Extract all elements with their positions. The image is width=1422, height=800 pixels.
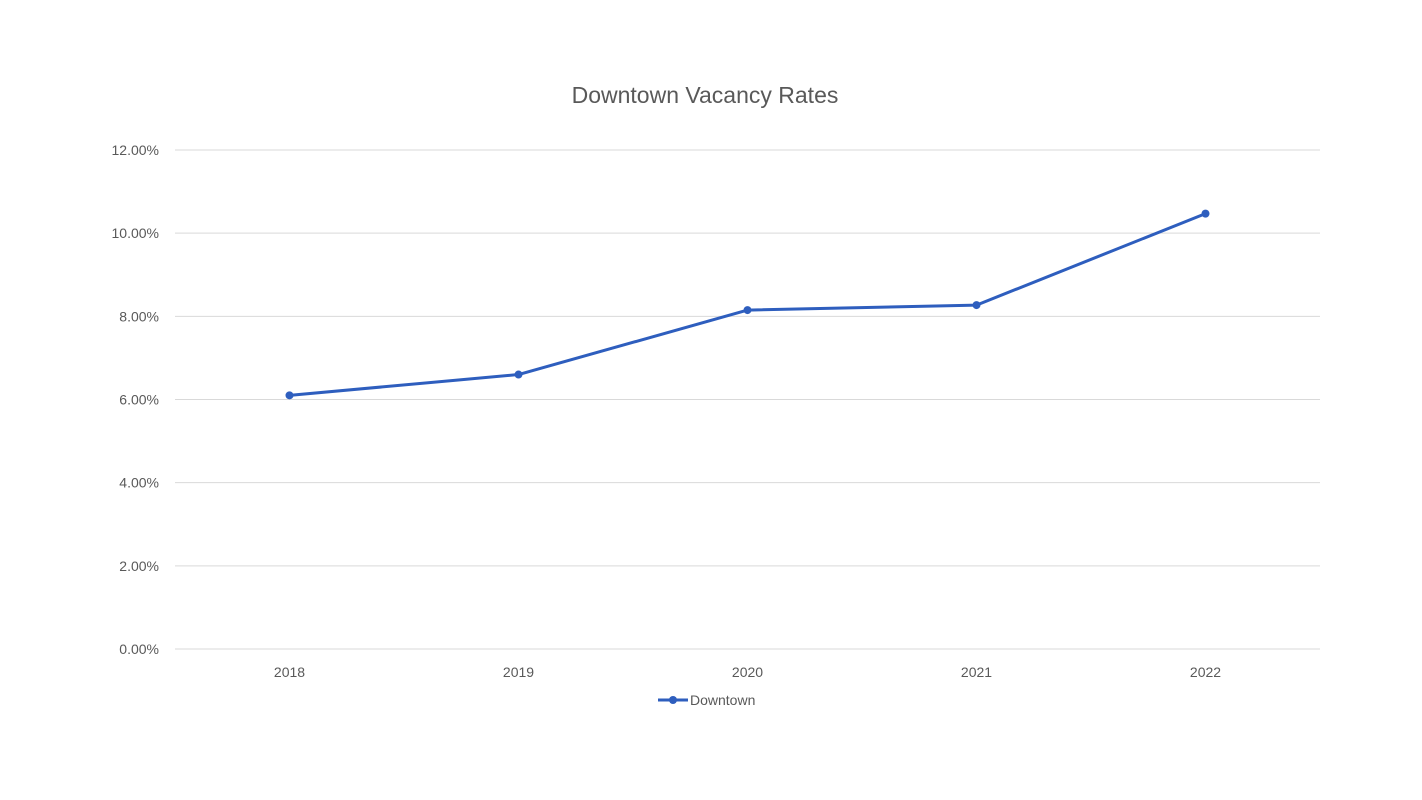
x-axis-ticks: 2018 2019 2020 2021 2022	[274, 664, 1221, 680]
series-line-downtown	[288, 212, 1207, 397]
y-tick-label: 10.00%	[112, 225, 159, 241]
x-tick-label: 2022	[1190, 664, 1221, 680]
y-axis-ticks: 0.00% 2.00% 4.00% 6.00% 8.00% 10.00% 12.00%	[112, 142, 159, 657]
data-point	[1201, 209, 1210, 218]
y-tick-label: 6.00%	[119, 392, 159, 408]
legend-label: Downtown	[690, 692, 755, 708]
data-point	[743, 306, 752, 315]
grid-lines	[175, 149, 1320, 650]
chart-title: Downtown Vacancy Rates	[571, 82, 839, 108]
y-tick-label: 0.00%	[119, 641, 159, 657]
legend: Downtown	[658, 692, 755, 708]
y-tick-label: 12.00%	[112, 142, 159, 158]
series-layer	[285, 209, 1210, 400]
x-tick-label: 2019	[503, 664, 534, 680]
x-tick-label: 2021	[961, 664, 992, 680]
data-point	[972, 301, 981, 310]
x-tick-label: 2020	[732, 664, 763, 680]
y-tick-label: 4.00%	[119, 475, 159, 491]
x-tick-label: 2018	[274, 664, 305, 680]
y-tick-label: 2.00%	[119, 558, 159, 574]
data-point	[514, 370, 523, 379]
data-point	[285, 391, 294, 400]
y-tick-label: 8.00%	[119, 308, 159, 324]
legend-marker-icon	[669, 696, 677, 704]
